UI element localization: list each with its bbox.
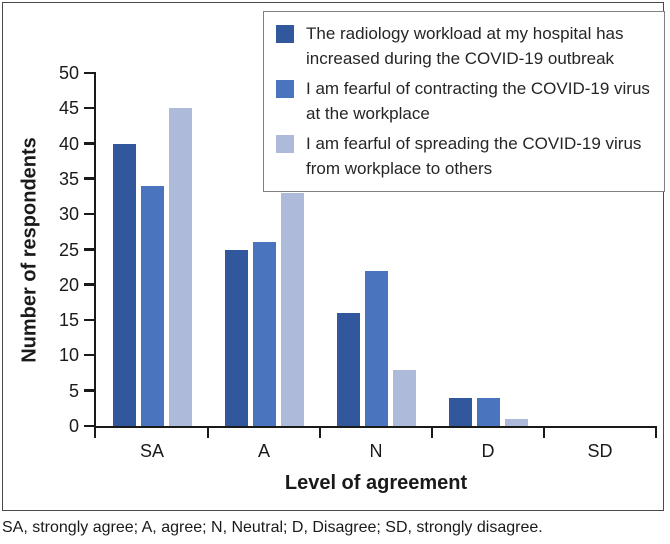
y-axis-tick [84,318,96,322]
y-axis-tick [84,248,96,251]
legend-label: I am fearful of contracting the COVID-19… [306,79,650,123]
x-axis-tick [93,426,96,438]
x-axis-tick [318,426,322,438]
y-tick-label: 15 [58,310,79,331]
legend-label: I am fearful of spreading the COVID-19 v… [306,134,642,178]
y-tick-label: 20 [58,274,79,295]
x-axis-tick [542,426,546,438]
legend-item: I am fearful of spreading the COVID-19 v… [276,131,656,181]
y-tick-label: 45 [58,98,79,119]
legend-swatch [276,135,294,153]
bar-groups [96,73,656,426]
bar [336,313,360,426]
bar [224,249,248,426]
bar-group-d [432,73,544,426]
chart-box: Level of agreement Number of respondents… [2,2,665,511]
x-axis-tick [430,426,434,438]
footnote: SA, strongly agree; A, agree; N, Neutral… [2,519,543,536]
x-tick-label: SA [139,441,165,461]
y-tick-label: 0 [68,416,79,436]
bar [392,369,416,426]
y-tick-label: 5 [68,380,79,401]
legend-item: I am fearful of contracting the COVID-19… [276,76,656,126]
x-tick-label: N [369,441,383,461]
bar [168,108,192,426]
y-tick-label: 30 [58,204,79,225]
y-axis-tick [84,353,96,357]
y-axis-tick [84,212,96,216]
y-axis-tick [84,389,96,392]
y-axis-tick [84,142,96,145]
legend-swatch [276,80,294,98]
x-tick-label: SD [587,441,613,461]
y-axis-tick [84,71,96,74]
chart-legend: The radiology workload at my hospital ha… [263,11,665,192]
y-tick-label: 10 [58,345,79,366]
bar-group-sa [96,73,208,426]
y-tick-label: 25 [58,239,79,260]
x-axis-tick [206,426,210,438]
legend-item: The radiology workload at my hospital ha… [276,21,656,71]
bar [364,270,388,426]
bar [112,143,136,426]
bar-group-a [208,73,320,426]
x-tick-label: D [481,441,495,461]
plot-area: Level of agreement Number of respondents… [19,63,658,494]
bar [476,397,500,426]
y-tick-label: 50 [58,63,79,83]
y-axis-title: Number of respondents [18,136,41,363]
bar [448,397,472,426]
bar [504,418,528,426]
y-tick-label: 35 [58,168,79,189]
x-tick-label: A [257,441,271,461]
bar [280,193,304,426]
legend-label: The radiology workload at my hospital ha… [306,24,624,68]
y-axis-tick [84,106,96,110]
y-axis-tick [84,283,96,286]
bar [252,242,276,426]
y-axis-tick [84,424,96,427]
x-axis-tick [654,426,658,438]
legend-swatch [276,25,294,43]
y-axis-tick [84,177,96,180]
bar [140,185,164,426]
bar-group-n [320,73,432,426]
y-tick-label: 40 [58,133,79,154]
x-axis-title: Level of agreement [284,472,468,494]
